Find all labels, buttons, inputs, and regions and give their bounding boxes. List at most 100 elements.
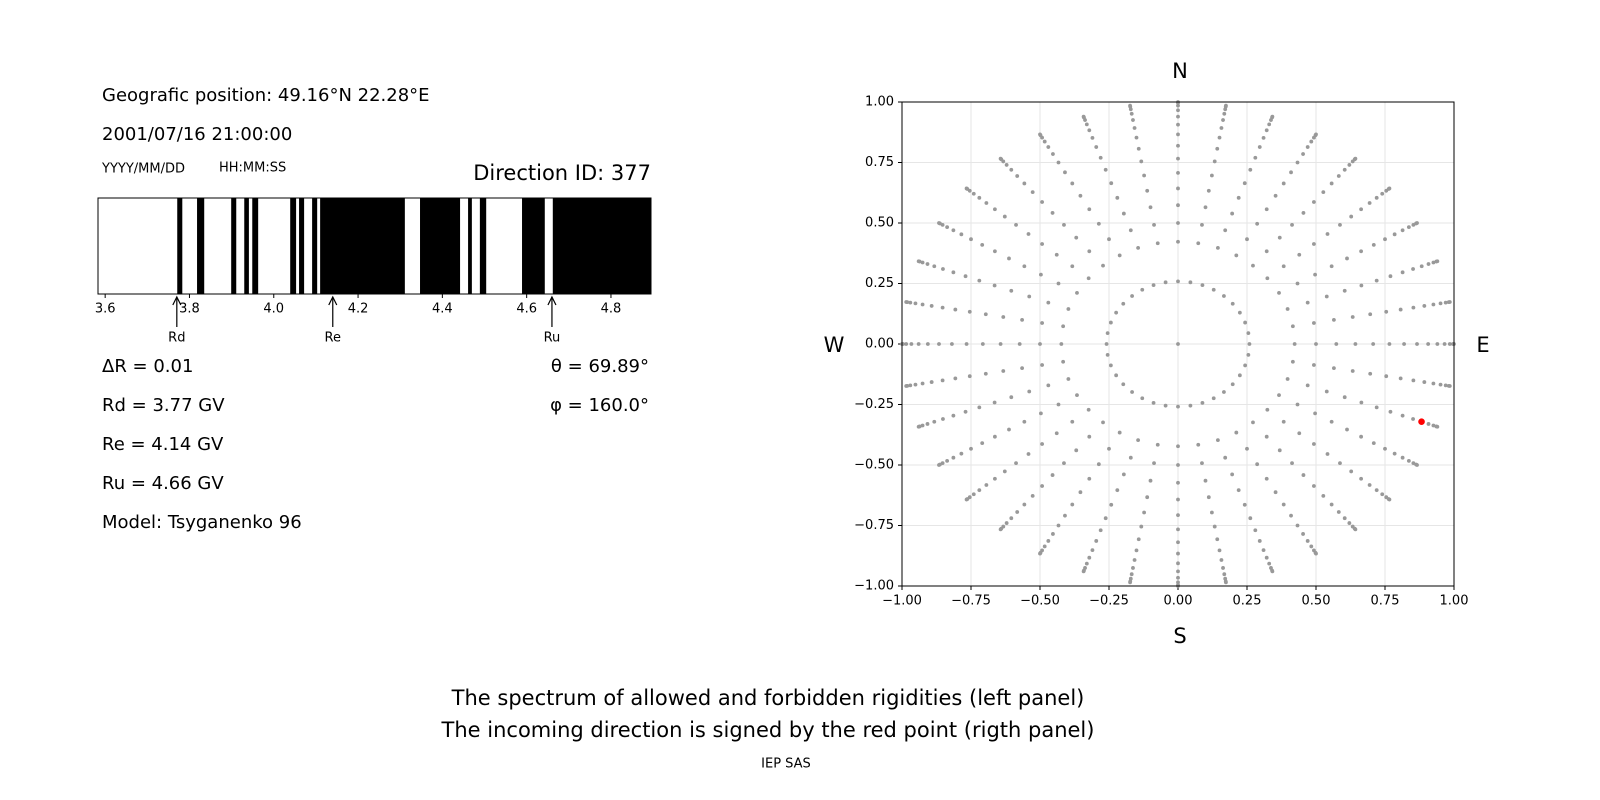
direction-point bbox=[913, 382, 918, 387]
direction-point bbox=[1257, 539, 1262, 543]
direction-point bbox=[1188, 403, 1193, 408]
direction-point bbox=[1234, 253, 1239, 258]
direction-point bbox=[1392, 451, 1397, 456]
direction-point bbox=[1290, 359, 1295, 364]
direction-point bbox=[1251, 263, 1255, 268]
direction-point bbox=[1215, 537, 1220, 542]
direction-point bbox=[1270, 114, 1275, 119]
direction-point bbox=[1039, 272, 1043, 277]
direction-point bbox=[1163, 280, 1168, 285]
direction-point bbox=[1285, 377, 1290, 381]
direction-point bbox=[1054, 431, 1059, 436]
direction-point bbox=[1145, 495, 1150, 500]
direction-point bbox=[963, 274, 968, 279]
direction-point bbox=[1050, 473, 1055, 477]
direction-point bbox=[1219, 126, 1224, 130]
direction-point bbox=[1001, 369, 1006, 373]
direction-point bbox=[1237, 310, 1242, 315]
direction-point bbox=[1285, 307, 1290, 311]
forbidden-band bbox=[312, 198, 318, 294]
direction-point bbox=[1128, 455, 1133, 460]
direction-point bbox=[1203, 205, 1208, 210]
x-tick-label: 3.6 bbox=[95, 302, 116, 317]
direction-point bbox=[971, 492, 976, 497]
direction-point bbox=[1281, 264, 1286, 269]
x-tick-label: −1.00 bbox=[882, 594, 922, 609]
direction-point bbox=[1027, 294, 1032, 299]
direction-point bbox=[992, 400, 997, 405]
direction-point bbox=[980, 242, 985, 247]
direction-point bbox=[1046, 383, 1051, 388]
direction-point bbox=[1384, 309, 1389, 314]
rd: Rd = 3.77 GV bbox=[102, 395, 225, 416]
direction-point bbox=[1411, 305, 1416, 310]
direction-point bbox=[1022, 502, 1027, 507]
direction-point bbox=[1200, 222, 1204, 227]
direction-point bbox=[1040, 484, 1044, 488]
direction-point bbox=[1087, 249, 1092, 254]
direction-point bbox=[1400, 413, 1405, 418]
direction-point bbox=[929, 380, 934, 384]
direction-point bbox=[1406, 458, 1411, 463]
direction-point bbox=[1431, 381, 1436, 386]
direction-point bbox=[1101, 420, 1105, 425]
direction-point bbox=[1215, 438, 1220, 443]
direction-point bbox=[1002, 469, 1007, 474]
direction-point bbox=[1056, 281, 1061, 286]
direction-point bbox=[1109, 502, 1114, 507]
direction-point bbox=[1155, 442, 1160, 447]
direction-point bbox=[1017, 342, 1022, 346]
direction-point bbox=[1338, 222, 1342, 227]
direction-point bbox=[1075, 393, 1079, 398]
direction-point bbox=[1046, 145, 1051, 149]
direction-point bbox=[1435, 342, 1440, 346]
direction-point bbox=[1094, 145, 1099, 149]
x-tick-label: 4.0 bbox=[263, 302, 284, 317]
direction-point bbox=[1324, 389, 1329, 394]
re: Re = 4.14 GV bbox=[102, 434, 224, 455]
y-tick-label: −1.00 bbox=[854, 579, 894, 594]
direction-point bbox=[1350, 369, 1355, 373]
forbidden-band bbox=[197, 198, 205, 294]
direction-point bbox=[1136, 438, 1141, 443]
direction-point bbox=[925, 262, 930, 266]
direction-point bbox=[1117, 253, 1122, 258]
forbidden-band bbox=[231, 198, 237, 294]
direction-point bbox=[1359, 400, 1364, 405]
direction-point bbox=[1281, 419, 1286, 424]
forbidden-band bbox=[522, 198, 545, 294]
direction-point bbox=[1342, 288, 1347, 293]
direction-point bbox=[920, 260, 925, 265]
direction-point bbox=[1040, 321, 1044, 325]
direction-point bbox=[1236, 195, 1241, 200]
direction-point bbox=[1371, 342, 1376, 346]
direction-point bbox=[1046, 539, 1051, 543]
direction-point bbox=[1176, 239, 1180, 244]
direction-point bbox=[1176, 463, 1180, 467]
direction-point bbox=[1336, 510, 1341, 514]
direction-point bbox=[1176, 497, 1180, 502]
direction-point bbox=[1007, 256, 1011, 261]
theta: θ = 69.89° bbox=[551, 356, 649, 377]
direction-point bbox=[1009, 395, 1014, 400]
direction-point bbox=[1087, 128, 1092, 133]
direction-point bbox=[937, 463, 941, 467]
direction-point bbox=[1109, 181, 1114, 186]
direction-point bbox=[1148, 205, 1153, 210]
y-tick-label: 0.25 bbox=[865, 276, 894, 291]
direction-point bbox=[1281, 181, 1286, 186]
direction-point bbox=[1447, 384, 1452, 388]
x-tick-label: −0.75 bbox=[951, 594, 991, 609]
direction-point bbox=[1103, 516, 1108, 521]
direction-point bbox=[1026, 232, 1031, 236]
direction-point bbox=[992, 476, 997, 481]
direction-point bbox=[925, 342, 930, 346]
direction-point bbox=[1353, 527, 1358, 532]
direction-point bbox=[1223, 455, 1228, 460]
direction-point bbox=[1411, 267, 1415, 271]
direction-point bbox=[1230, 211, 1235, 216]
direction-point bbox=[1411, 417, 1415, 421]
x-tick-label: 4.2 bbox=[348, 302, 369, 317]
direction-point bbox=[1061, 324, 1066, 329]
direction-point bbox=[1015, 174, 1020, 178]
